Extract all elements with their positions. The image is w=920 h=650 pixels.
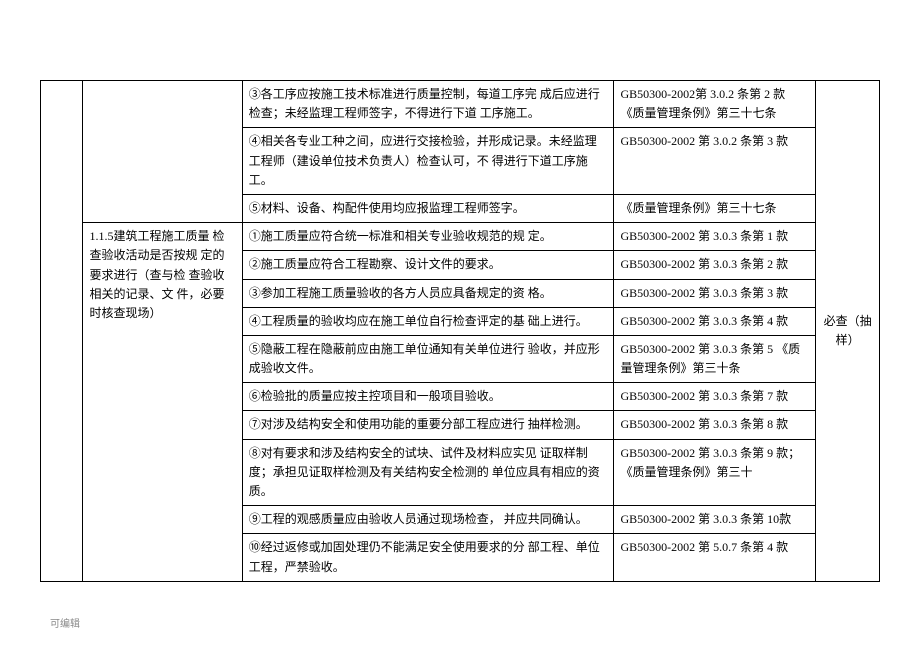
cell-detail: ③参加工程施工质量验收的各方人员应具备规定的资 格。	[242, 279, 614, 307]
cell-detail: ④工程质量的验收均应在施工单位自行检查评定的基 础上进行。	[242, 307, 614, 335]
cell-ref: GB50300-2002 第 3.0.3 条第 4 款	[614, 307, 816, 335]
cell-ref: GB50300-2002 第 3.0.3 条第 1 款	[614, 223, 816, 251]
table-row: 1.1.5建筑工程施工质量 检查验收活动是否按规 定的要求进行（查与检 查验收相…	[41, 223, 880, 251]
cell-ref: GB50300-2002 第 3.0.3 条第 10款	[614, 506, 816, 534]
cell-blank	[41, 81, 83, 582]
cell-detail: ⑦对涉及结构安全和使用功能的重要分部工程应进行 抽样检测。	[242, 411, 614, 439]
cell-ref: GB50300-2002 第 3.0.3 条第 3 款	[614, 279, 816, 307]
cell-ref: GB50300-2002 第 3.0.3 条第 9 款；《质量管理条例》第三十	[614, 439, 816, 506]
cell-detail: ①施工质量应符合统一标准和相关专业验收规范的规 定。	[242, 223, 614, 251]
cell-detail: ③各工序应按施工技术标准进行质量控制，每道工序完 成后应进行检查；未经监理工程师…	[242, 81, 614, 128]
section-title: 1.1.5建筑工程施工质量 检查验收活动是否按规 定的要求进行（查与检 查验收相…	[83, 223, 242, 582]
cell-ref: 《质量管理条例》第三十七条	[614, 194, 816, 222]
cell-ref: GB50300-2002 第 3.0.3 条第 5 《质量管理条例》第三十条	[614, 335, 816, 382]
cell-check-type: 必查（抽样）	[816, 81, 880, 582]
cell-ref: GB50300-2002 第 3.0.3 条第 2 款	[614, 251, 816, 279]
cell-detail: ⑤隐蔽工程在隐蔽前应由施工单位通知有关单位进行 验收，并应形成验收文件。	[242, 335, 614, 382]
cell-detail: ②施工质量应符合工程勘察、设计文件的要求。	[242, 251, 614, 279]
footer-text: 可编辑	[50, 615, 80, 630]
table-row: ③各工序应按施工技术标准进行质量控制，每道工序完 成后应进行检查；未经监理工程师…	[41, 81, 880, 128]
cell-detail: ⑩经过返修或加固处理仍不能满足安全使用要求的分 部工程、单位工程，严禁验收。	[242, 534, 614, 581]
cell-detail: ⑧对有要求和涉及结构安全的试块、试件及材料应实见 证取样制度；承担见证取样检测及…	[242, 439, 614, 506]
cell-detail: ⑤材料、设备、构配件使用均应报监理工程师签字。	[242, 194, 614, 222]
cell-ref: GB50300-2002 第 3.0.3 条第 7 款	[614, 383, 816, 411]
inspection-table: ③各工序应按施工技术标准进行质量控制，每道工序完 成后应进行检查；未经监理工程师…	[40, 80, 880, 582]
cell-ref: GB50300-2002 第 3.0.2 条第 3 款	[614, 128, 816, 195]
cell-ref: GB50300-2002第 3.0.2 条第 2 款 《质量管理条例》第三十七条	[614, 81, 816, 128]
cell-detail: ⑥检验批的质量应按主控项目和一般项目验收。	[242, 383, 614, 411]
cell-detail: ④相关各专业工种之间，应进行交接检验，并形成记录。未经监理工程师（建设单位技术负…	[242, 128, 614, 195]
cell-ref: GB50300-2002 第 5.0.7 条第 4 款	[614, 534, 816, 581]
cell-detail: ⑨工程的观感质量应由验收人员通过现场检查， 并应共同确认。	[242, 506, 614, 534]
cell-ref: GB50300-2002 第 3.0.3 条第 8 款	[614, 411, 816, 439]
cell-blank	[83, 81, 242, 223]
